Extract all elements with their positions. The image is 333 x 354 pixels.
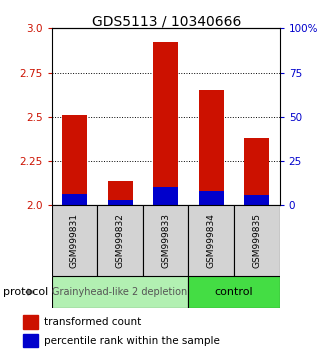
Text: GDS5113 / 10340666: GDS5113 / 10340666 <box>92 14 241 28</box>
Text: GSM999831: GSM999831 <box>70 213 79 268</box>
Bar <box>153 42 178 205</box>
Text: GSM999832: GSM999832 <box>116 213 125 268</box>
Bar <box>244 195 269 205</box>
Bar <box>52 276 188 308</box>
Text: Grainyhead-like 2 depletion: Grainyhead-like 2 depletion <box>52 287 188 297</box>
Bar <box>108 200 133 205</box>
Bar <box>244 138 269 205</box>
Bar <box>23 334 38 347</box>
Text: control: control <box>215 287 253 297</box>
Bar <box>97 205 143 276</box>
Bar <box>23 315 38 329</box>
Text: percentile rank within the sample: percentile rank within the sample <box>44 336 220 346</box>
Bar <box>234 205 280 276</box>
Bar <box>62 194 87 205</box>
Bar <box>199 191 224 205</box>
Bar <box>153 187 178 205</box>
Bar <box>108 181 133 205</box>
Bar <box>62 115 87 205</box>
Text: transformed count: transformed count <box>44 318 142 327</box>
Bar <box>188 276 280 308</box>
Bar <box>199 90 224 205</box>
Bar <box>52 205 97 276</box>
Bar <box>188 205 234 276</box>
Text: GSM999834: GSM999834 <box>207 213 216 268</box>
Text: GSM999835: GSM999835 <box>252 213 261 268</box>
Text: GSM999833: GSM999833 <box>161 213 170 268</box>
Text: protocol: protocol <box>3 287 49 297</box>
Bar <box>143 205 188 276</box>
